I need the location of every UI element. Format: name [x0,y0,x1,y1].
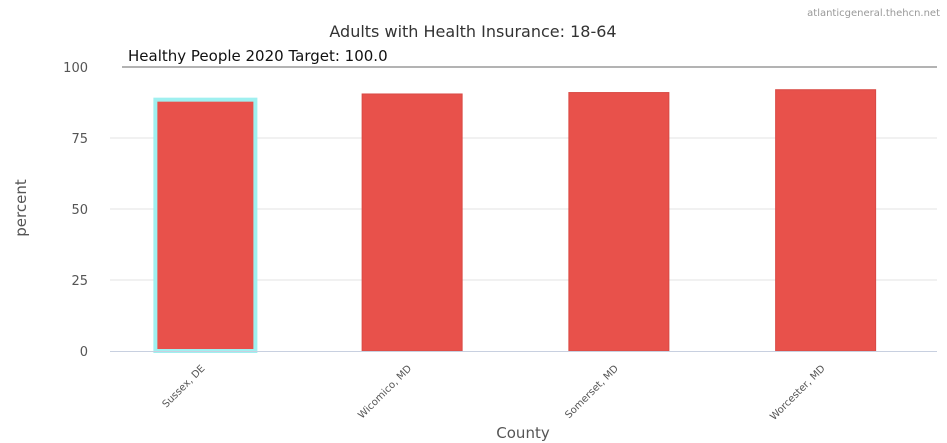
bar[interactable] [568,92,670,352]
credit-text[interactable]: atlanticgeneral.thehcn.net [807,8,940,19]
chart-title: Adults with Health Insurance: 18-64 [329,22,616,41]
y-tick-label: 25 [71,274,88,289]
bar[interactable] [153,97,258,353]
y-tick-label: 0 [80,345,88,360]
x-axis-title: County [496,424,550,442]
target-label: Healthy People 2020 Target: 100.0 [128,47,388,65]
y-tick-label: 50 [71,203,88,218]
x-tick-label: Sussex, DE [161,363,208,410]
bar-series [153,89,877,353]
y-tick-label: 75 [71,132,88,147]
x-tick-label: Worcester, MD [768,363,828,423]
y-axis-title: percent [12,179,30,237]
y-axis-ticks: 0 25 50 75 100 [63,61,88,360]
bar[interactable] [361,93,463,352]
y-tick-label: 100 [63,61,88,76]
x-tick-label: Somerset, MD [563,363,621,421]
bar[interactable] [775,89,877,352]
x-axis-ticks: Sussex, DE Wicomico, MD Somerset, MD Worces… [161,363,828,423]
x-tick-label: Wicomico, MD [356,363,414,421]
